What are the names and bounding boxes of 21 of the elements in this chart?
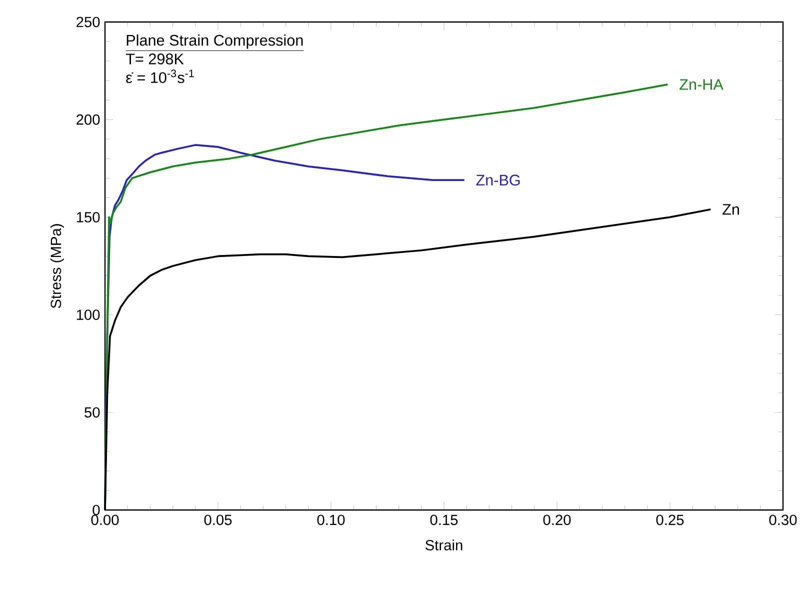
x-tick-label: 0.30	[769, 514, 797, 526]
annotation: Plane Strain Compression	[126, 34, 303, 49]
x-tick-label: 0.15	[430, 514, 458, 526]
annotation: T= 298K	[126, 54, 184, 64]
series-label: Zn-BG	[476, 174, 520, 186]
annotation: ε̇ = 10$^{-3}$s$^{-1}$	[126, 70, 194, 84]
y-tick-label: 250	[76, 16, 100, 28]
y-tick-label: 200	[76, 114, 100, 125]
y-tick-label: 50	[84, 407, 100, 418]
x-axis-title: Strain	[426, 540, 462, 550]
x-tick-label: 0.10	[317, 514, 345, 526]
x-tick-label: 0.20	[543, 514, 571, 526]
series-label: Zn	[722, 204, 739, 215]
x-tick-label: 0.25	[656, 514, 684, 526]
y-tick-label: 100	[76, 310, 100, 320]
y-tick-label: 0	[92, 504, 100, 516]
y-axis-title: Stress (MPa)	[50, 224, 64, 308]
series-label: Zn-HA	[680, 79, 724, 90]
y-tick-label: 150	[76, 212, 100, 222]
x-tick-label: 0.05	[204, 514, 232, 526]
x-tick-label: 0.00	[91, 514, 119, 526]
